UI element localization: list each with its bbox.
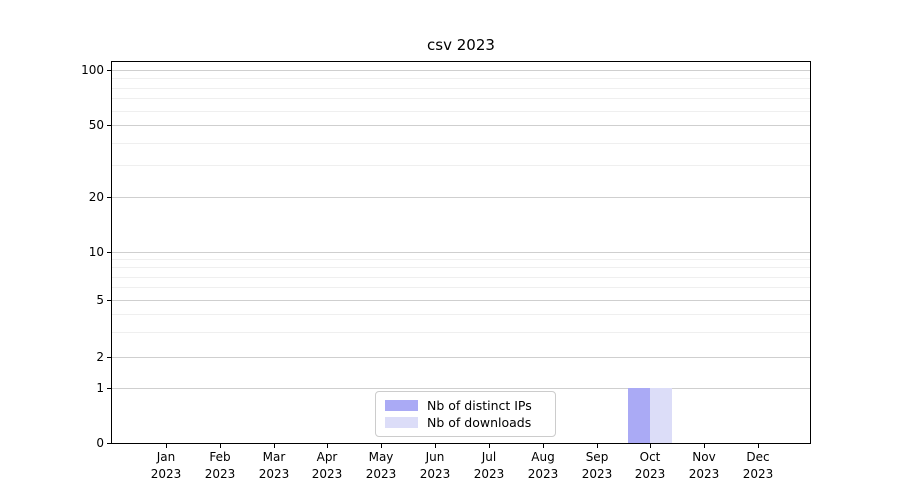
gridline-minor — [112, 277, 810, 278]
bar-nb-of-distinct-ips — [628, 388, 650, 443]
x-tick-label: Feb 2023 — [204, 450, 236, 481]
legend-swatch-icon — [385, 417, 418, 428]
x-tick-mark — [704, 444, 705, 448]
y-tick-mark — [107, 357, 111, 358]
x-tick-mark — [758, 444, 759, 448]
y-tick-mark — [107, 300, 111, 301]
gridline-major — [112, 125, 810, 126]
x-tick-mark — [220, 444, 221, 448]
y-tick-label: 20 — [88, 190, 104, 204]
y-tick-label: 10 — [88, 245, 104, 259]
x-tick-mark — [489, 444, 490, 448]
chart-title: csv 2023 — [427, 36, 495, 54]
gridline-minor — [112, 88, 810, 89]
gridline-major — [112, 197, 810, 198]
gridline-minor — [112, 332, 810, 333]
y-tick-label: 50 — [88, 118, 104, 132]
y-tick-mark — [107, 70, 111, 71]
x-tick-label: Jul 2023 — [473, 450, 505, 481]
x-tick-label: Jun 2023 — [419, 450, 451, 481]
gridline-minor — [112, 259, 810, 260]
gridline-minor — [112, 165, 810, 166]
legend-label: Nb of distinct IPs — [427, 398, 532, 413]
x-tick-label: Apr 2023 — [311, 450, 343, 481]
legend: Nb of distinct IPs Nb of downloads — [375, 391, 556, 437]
x-tick-mark — [327, 444, 328, 448]
gridline-minor — [112, 143, 810, 144]
x-tick-mark — [381, 444, 382, 448]
gridline-minor — [112, 111, 810, 112]
plot-area — [111, 61, 811, 444]
x-tick-label: Oct 2023 — [634, 450, 666, 481]
x-tick-label: Aug 2023 — [527, 450, 559, 481]
x-tick-mark — [435, 444, 436, 448]
gridline-major — [112, 300, 810, 301]
legend-item: Nb of downloads — [385, 415, 545, 430]
gridline-minor — [112, 267, 810, 268]
y-tick-label: 5 — [96, 293, 104, 307]
x-tick-mark — [597, 444, 598, 448]
y-tick-mark — [107, 443, 111, 444]
x-tick-label: Dec 2023 — [742, 450, 774, 481]
y-tick-label: 100 — [81, 63, 104, 77]
x-tick-label: May 2023 — [365, 450, 397, 481]
y-tick-mark — [107, 252, 111, 253]
legend-item: Nb of distinct IPs — [385, 398, 545, 413]
y-tick-label: 1 — [96, 381, 104, 395]
y-tick-mark — [107, 125, 111, 126]
y-tick-label: 2 — [96, 350, 104, 364]
x-tick-label: Sep 2023 — [581, 450, 613, 481]
x-tick-mark — [274, 444, 275, 448]
legend-swatch-icon — [385, 400, 418, 411]
x-tick-mark — [543, 444, 544, 448]
y-tick-mark — [107, 197, 111, 198]
x-tick-label: Mar 2023 — [258, 450, 290, 481]
y-tick-label: 0 — [96, 436, 104, 450]
gridline-major — [112, 357, 810, 358]
gridline-minor — [112, 287, 810, 288]
x-tick-label: Nov 2023 — [688, 450, 720, 481]
gridline-major — [112, 70, 810, 71]
gridline-major — [112, 252, 810, 253]
x-tick-label: Jan 2023 — [150, 450, 182, 481]
legend-label: Nb of downloads — [427, 415, 532, 430]
bar-nb-of-downloads — [650, 388, 672, 443]
gridline-minor — [112, 314, 810, 315]
x-tick-mark — [166, 444, 167, 448]
gridline-minor — [112, 78, 810, 79]
gridline-minor — [112, 98, 810, 99]
x-tick-mark — [650, 444, 651, 448]
gridline-major — [112, 388, 810, 389]
y-tick-mark — [107, 388, 111, 389]
